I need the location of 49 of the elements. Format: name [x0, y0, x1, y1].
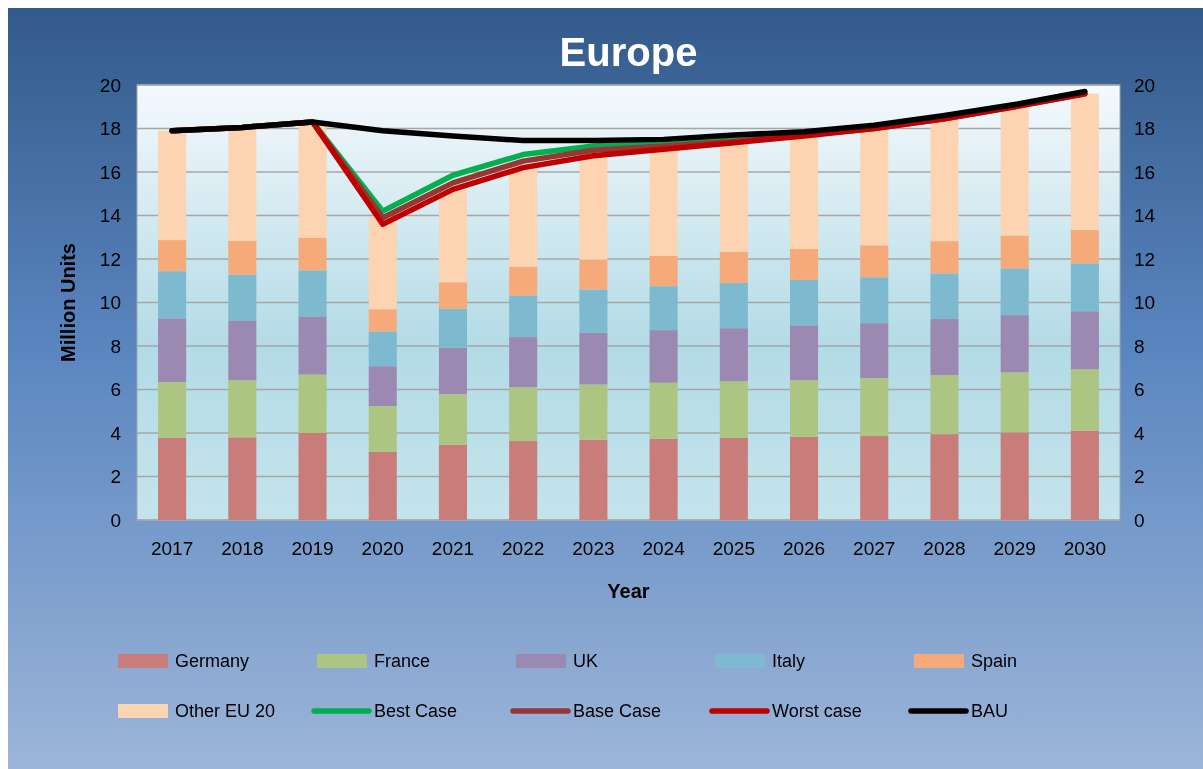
y-tick-label: 0: [110, 509, 121, 531]
y2-tick-label: 10: [1134, 292, 1156, 314]
y2-tick-label: 4: [1134, 422, 1145, 444]
x-tick-label: 2024: [642, 538, 686, 560]
y-tick-label: 4: [110, 422, 122, 444]
legend-label: Base Case: [573, 701, 662, 721]
x-tick-label: 2029: [993, 538, 1036, 560]
y2-tick-label: 12: [1134, 248, 1156, 270]
y-axis-title: Million Units: [57, 243, 79, 362]
legend-label: France: [374, 651, 431, 671]
x-tick-label: 2028: [923, 538, 966, 560]
y-tick-label: 14: [99, 205, 122, 227]
legend-label: Spain: [971, 651, 1018, 671]
y2-tick-label: 2: [1134, 466, 1145, 488]
x-tick-label: 2021: [431, 538, 475, 560]
legend-label: Other EU 20: [175, 701, 276, 721]
y-tick-label: 6: [110, 379, 121, 401]
x-axis-title: Year: [607, 580, 650, 602]
x-tick-label: 2018: [221, 538, 264, 560]
x-tick-label: 2017: [150, 538, 194, 560]
y-tick-label: 18: [99, 118, 121, 140]
y-tick-label: 16: [99, 161, 121, 183]
y2-tick-label: 6: [1134, 379, 1145, 401]
y2-tick-label: 0: [1134, 509, 1145, 531]
x-tick-label: 2020: [361, 538, 404, 560]
legend-label: Italy: [772, 651, 806, 671]
x-tick-label: 2022: [502, 538, 545, 560]
x-tick-label: 2026: [782, 538, 826, 560]
y2-tick-label: 14: [1134, 205, 1156, 227]
y-tick-label: 12: [99, 248, 121, 270]
legend-label: BAU: [971, 701, 1009, 721]
y2-tick-label: 18: [1134, 118, 1156, 140]
legend-label: Best Case: [374, 701, 458, 721]
y2-tick-label: 8: [1134, 335, 1145, 357]
y2-tick-label: 20: [1134, 74, 1156, 96]
x-tick-label: 2023: [572, 538, 615, 560]
y-tick-label: 10: [99, 292, 121, 314]
chart-title: Europe: [559, 30, 698, 74]
x-tick-label: 2030: [1063, 538, 1107, 560]
y2-tick-label: 16: [1134, 161, 1156, 183]
x-tick-label: 2019: [291, 538, 334, 560]
legend-label: Worst case: [772, 701, 862, 721]
x-tick-label: 2027: [853, 538, 896, 560]
legend-label: Germany: [175, 651, 250, 671]
y-tick-label: 20: [99, 74, 121, 96]
x-tick-label: 2025: [712, 538, 755, 560]
y-tick-label: 8: [110, 335, 121, 357]
y-tick-label: 2: [110, 466, 121, 488]
legend-label: UK: [573, 651, 599, 671]
